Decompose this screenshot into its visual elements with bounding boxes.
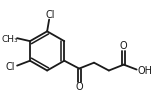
Text: O: O bbox=[75, 82, 83, 92]
Text: Cl: Cl bbox=[5, 62, 15, 72]
Text: O: O bbox=[120, 41, 128, 51]
Text: CH₃: CH₃ bbox=[2, 35, 18, 44]
Text: OH: OH bbox=[137, 65, 152, 76]
Text: Cl: Cl bbox=[45, 10, 55, 20]
